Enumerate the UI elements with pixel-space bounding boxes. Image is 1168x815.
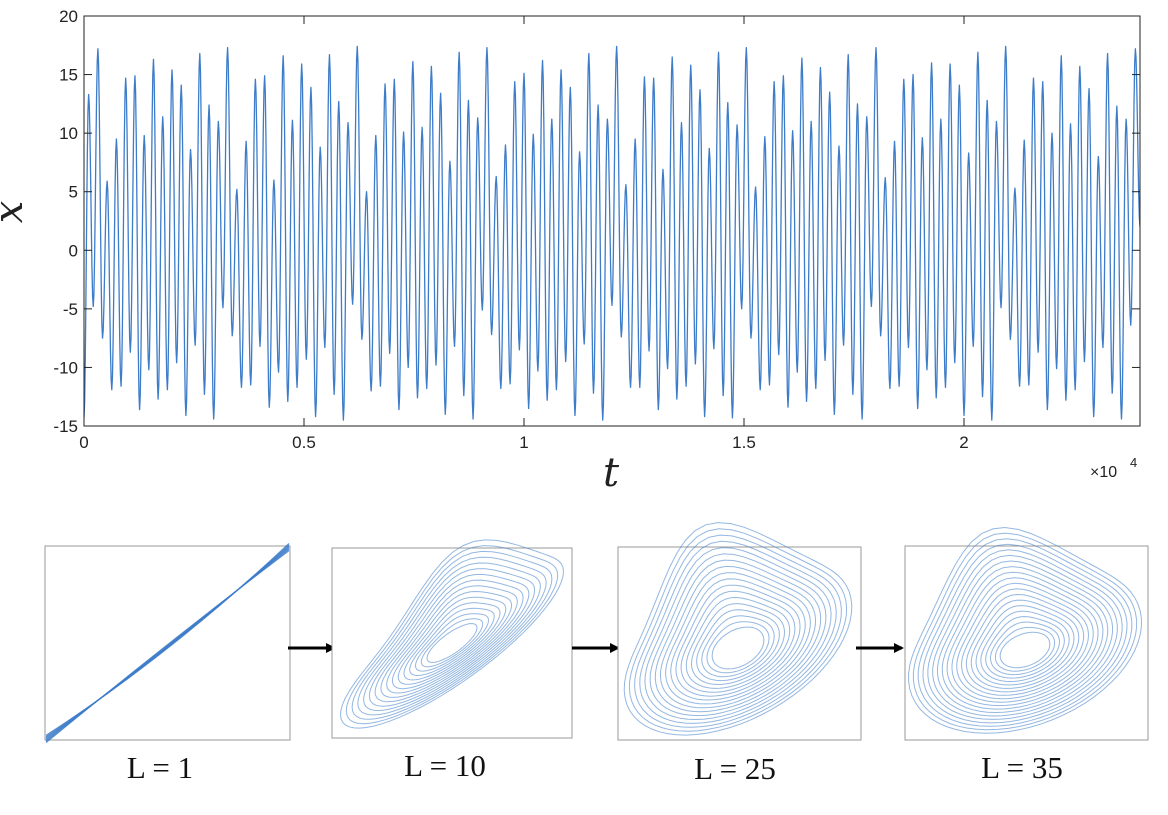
attractor-orbit — [927, 549, 1123, 720]
attractor-orbit — [951, 577, 1099, 703]
y-tick-label: 5 — [69, 183, 78, 202]
panel-frame — [331, 547, 573, 739]
y-tick-label: -5 — [63, 300, 78, 319]
attractor-orbit — [917, 538, 1133, 727]
attractor-orbit — [941, 566, 1109, 710]
y-tick-label: -15 — [53, 417, 78, 436]
attractor-l1 — [45, 542, 290, 744]
attractor-orbit — [946, 571, 1104, 707]
x-tick-label: 0.5 — [292, 433, 316, 452]
attractor-orbit — [675, 584, 801, 697]
attractor-orbit — [420, 618, 484, 668]
attractor-orbit — [932, 554, 1118, 717]
x-axis-ticks: 0 0.5 1 1.5 2 — [79, 16, 969, 452]
panel-frame — [44, 545, 291, 741]
panel-l10: L = 10 — [331, 539, 573, 783]
panel-label: L = 10 — [404, 748, 486, 783]
attractor-orbit — [426, 623, 478, 663]
attractor-orbit — [403, 602, 501, 681]
attractor-orbit — [339, 539, 565, 729]
x-tick-label: 1.5 — [732, 433, 756, 452]
attractor-l35 — [908, 526, 1142, 734]
attractor-orbit — [391, 590, 513, 690]
attractor-orbit — [351, 550, 553, 720]
attractor-orbit — [363, 562, 541, 712]
panel-label: L = 35 — [981, 750, 1063, 785]
panel-label: L = 1 — [127, 750, 193, 785]
attractor-orbit — [414, 613, 490, 672]
y-tick-label: 20 — [59, 7, 78, 26]
attractor-orbit — [937, 560, 1113, 714]
attractor-orbit — [639, 540, 837, 724]
attractor-orbit — [908, 526, 1142, 734]
attractor-orbit — [912, 532, 1138, 731]
attractor-orbit — [386, 585, 518, 694]
y-tick-label: -10 — [53, 358, 78, 377]
attractor-l10 — [339, 539, 565, 729]
series-line-x — [84, 45, 1140, 421]
time-series-chart: -15 -10 -5 0 5 10 15 20 0 0.5 1 1.5 2 x t ×10 4 — [0, 7, 1141, 496]
attractor-orbit — [975, 605, 1075, 686]
attractor-orbit — [644, 547, 832, 721]
attractor-orbit — [956, 582, 1094, 700]
panel-l35: L = 35 — [904, 526, 1149, 785]
phase-portraits: L = 1 L = 10 L = 25 L = 35 — [44, 522, 1149, 786]
panel-l1: L = 1 — [44, 542, 291, 785]
attractor-orbit — [701, 615, 775, 678]
attractor-orbit — [685, 596, 791, 689]
attractor-orbit — [649, 553, 827, 717]
attractor-orbit — [397, 596, 507, 685]
x-tick-label: 0 — [79, 433, 88, 452]
attractor-orbit — [409, 607, 495, 677]
attractor-orbit — [696, 609, 780, 682]
attractor-orbit — [985, 616, 1065, 679]
panel-frame — [904, 545, 1149, 741]
panel-l25: L = 25 — [617, 522, 862, 786]
attractor-orbit — [680, 590, 796, 693]
attractor-orbit — [45, 550, 290, 744]
plot-area — [84, 45, 1140, 421]
attractor-orbit — [380, 579, 524, 698]
attractor-orbit — [357, 556, 547, 716]
attractor-orbit — [990, 621, 1061, 676]
attractor-orbit — [922, 543, 1128, 724]
attractor-orbit — [711, 626, 765, 670]
panel-label: L = 25 — [694, 751, 776, 786]
x-tick-label: 2 — [959, 433, 968, 452]
y-axis-label: x — [0, 201, 32, 224]
attractor-orbit — [374, 574, 530, 703]
x-axis-multiplier-exponent: 4 — [1130, 455, 1137, 470]
attractor-orbit — [690, 603, 786, 686]
attractor-orbit — [634, 534, 842, 728]
y-tick-label: 0 — [69, 241, 78, 260]
attractor-orbit — [623, 522, 853, 736]
attractor-orbit — [965, 593, 1085, 693]
y-tick-label: 15 — [59, 66, 78, 85]
attractor-l25 — [623, 522, 853, 736]
attractor-orbit — [654, 559, 822, 713]
y-tick-label: 10 — [59, 124, 78, 143]
x-axis-label: t — [603, 450, 620, 496]
attractor-orbit — [999, 631, 1051, 669]
attractor-orbit — [665, 572, 811, 705]
attractor-orbit — [980, 610, 1070, 683]
attractor-orbit — [659, 565, 817, 709]
attractor-orbit — [706, 621, 770, 674]
attractor-orbit — [961, 588, 1089, 696]
attractor-orbit — [628, 528, 848, 732]
plot-frame — [83, 15, 1141, 427]
x-tick-label: 1 — [519, 433, 528, 452]
attractor-orbit — [994, 626, 1056, 672]
attractor-orbit — [345, 545, 559, 725]
x-axis-multiplier: ×10 — [1090, 464, 1117, 481]
attractor-orbit — [368, 568, 536, 707]
attractor-orbit — [670, 578, 806, 701]
y-axis-ticks: -15 -10 -5 0 5 10 15 20 — [53, 7, 1140, 436]
attractor-orbit — [970, 599, 1080, 689]
